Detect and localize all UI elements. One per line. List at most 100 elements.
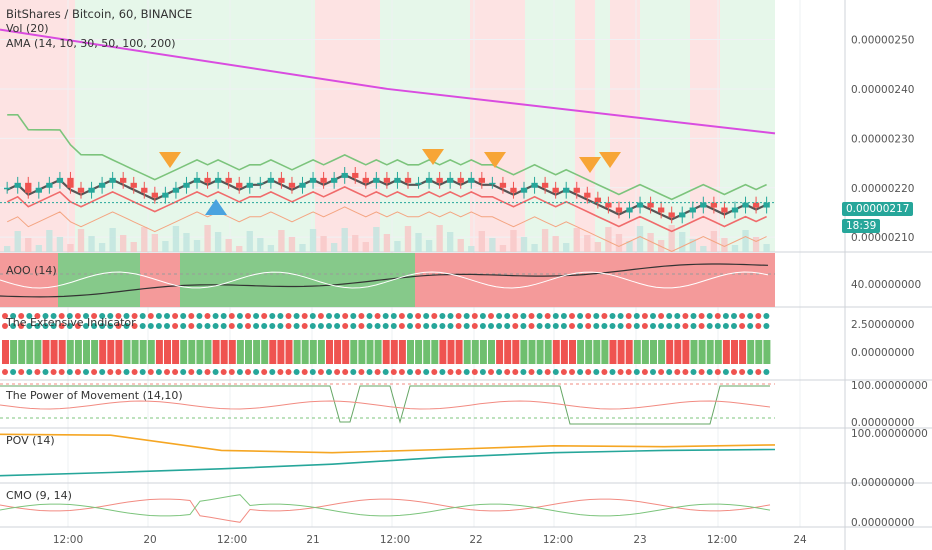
ext-dot: [706, 313, 713, 319]
ext-dot: [714, 323, 721, 329]
candle-body: [373, 177, 380, 183]
ext-dot: [690, 313, 697, 319]
candle-body: [752, 202, 760, 208]
ext-dot: [91, 323, 98, 329]
ext-dot: [650, 323, 656, 329]
ext-dot: [625, 369, 632, 375]
ext-bar: [180, 340, 188, 364]
ext-dot: [196, 323, 203, 329]
volume-bar: [204, 225, 211, 252]
ext-dot: [415, 313, 422, 319]
ext-bar: [731, 340, 738, 364]
ext-dot: [34, 369, 41, 375]
volume-bar: [668, 225, 675, 252]
ext-dot: [641, 323, 648, 329]
ext-bar: [423, 340, 431, 364]
ext-bar: [139, 340, 147, 364]
ext-dot: [309, 369, 316, 375]
ext-dot: [609, 323, 616, 329]
volume-bar: [763, 244, 770, 252]
ext-dot: [196, 369, 203, 375]
ext-dot: [390, 323, 397, 329]
ext-dot: [641, 369, 648, 375]
ext-dot: [479, 323, 486, 329]
ext-dot: [180, 323, 187, 329]
ext-dot: [245, 313, 251, 319]
volume-bar: [605, 227, 612, 252]
ext-dot: [269, 313, 276, 319]
volume-bar: [288, 237, 296, 252]
ext-dot: [317, 323, 324, 329]
ext-bar: [147, 340, 155, 364]
candle-body: [236, 182, 243, 188]
volume-bar: [225, 239, 232, 252]
ext-dot: [423, 369, 430, 375]
ext-dot: [496, 323, 503, 329]
ext-dot: [609, 369, 616, 375]
ext-dot: [261, 323, 268, 329]
ext-bar: [245, 340, 252, 364]
ext-dot: [731, 323, 737, 329]
ext-dot: [317, 369, 324, 375]
ext-dot: [66, 313, 73, 319]
ext-dot: [253, 323, 260, 329]
ext-dot: [374, 313, 381, 319]
y-tick-label: 0.00000000: [851, 347, 914, 359]
ext-dot: [407, 313, 413, 319]
candle-body: [668, 212, 675, 218]
aoo-regime: [140, 253, 180, 307]
ext-dot: [706, 323, 713, 329]
candle-body: [341, 172, 348, 178]
volume-bar: [689, 239, 696, 252]
candle-body: [362, 177, 369, 183]
candle-body: [626, 207, 633, 213]
ext-dot: [293, 313, 300, 319]
ext-dot: [755, 369, 762, 375]
ext-dot: [690, 369, 697, 375]
ext-bar: [714, 340, 722, 364]
candle-body: [679, 212, 686, 218]
ext-dot: [358, 313, 365, 319]
sell-marker: [422, 149, 444, 165]
ext-dot: [236, 313, 243, 319]
ext-dot: [569, 369, 575, 375]
ama-lower-line: [6, 206, 767, 252]
volume-bar: [236, 246, 243, 252]
candle-body: [204, 177, 211, 183]
ext-dot: [301, 323, 308, 329]
candle-body: [615, 207, 623, 213]
ext-dot: [407, 323, 413, 329]
candle-body: [257, 182, 264, 185]
ext-dot: [528, 313, 535, 319]
x-tick-label: 24: [793, 534, 807, 546]
volume-bar: [193, 240, 201, 252]
volume-bar: [394, 241, 401, 252]
candle-body: [267, 177, 275, 183]
volume-bar: [510, 230, 517, 252]
regime-band-5: [380, 0, 430, 252]
ext-dot: [698, 313, 705, 319]
ext-bar: [50, 340, 58, 364]
aoo-regime: [415, 253, 775, 307]
ext-bar: [164, 340, 171, 364]
volume-bar: [447, 232, 454, 252]
ext-bar: [455, 340, 463, 364]
ext-dot: [747, 323, 754, 329]
ext-dot: [439, 369, 446, 375]
aoo-line: [0, 263, 769, 298]
ext-dot: [431, 369, 438, 375]
ext-dot: [285, 323, 292, 329]
ext-dot: [763, 369, 770, 375]
ext-dot: [293, 323, 300, 329]
volume-bar: [679, 232, 686, 252]
ext-dot: [99, 369, 106, 375]
volume-bar: [489, 238, 496, 252]
ext-dot: [374, 369, 381, 375]
ext-dot: [26, 313, 33, 319]
buy-marker: [205, 199, 227, 215]
ext-dot: [447, 313, 454, 319]
ext-dot: [528, 323, 535, 329]
ext-dot: [682, 313, 689, 319]
candle-body: [425, 177, 433, 183]
